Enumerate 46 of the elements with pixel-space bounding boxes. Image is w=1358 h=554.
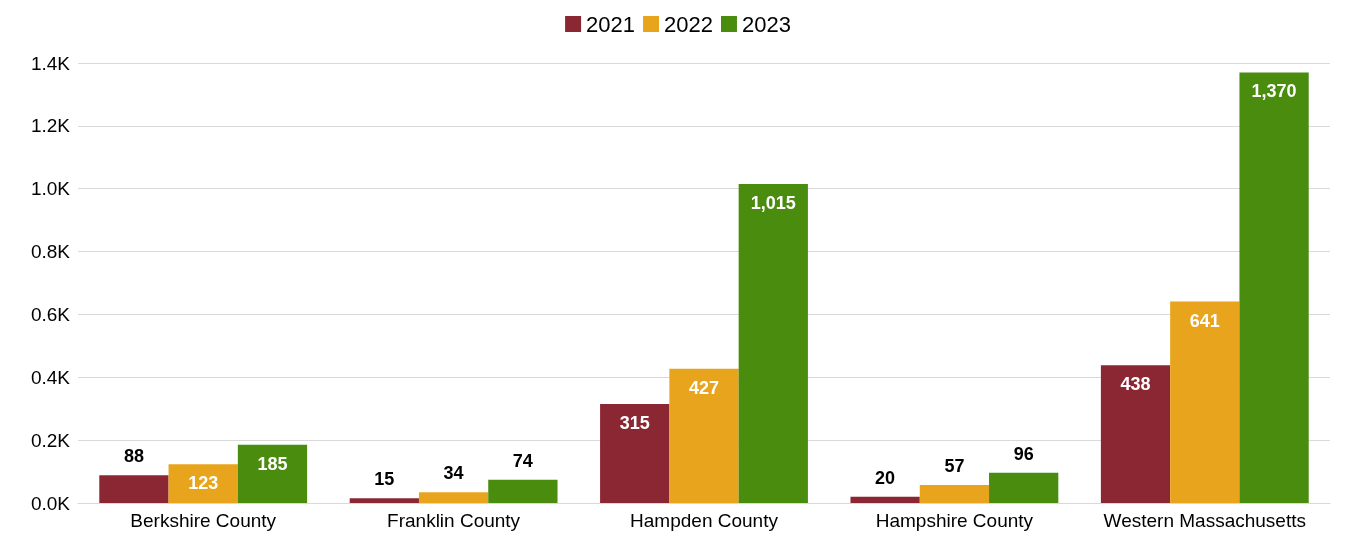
- legend-label: 2021: [586, 11, 636, 37]
- data-label: 641: [1189, 310, 1220, 331]
- data-label: 315: [619, 413, 650, 433]
- data-label: 57: [944, 456, 965, 477]
- y-tick-label: 1.4K: [30, 52, 71, 74]
- data-label: 96: [1013, 443, 1034, 464]
- data-label: 185: [257, 453, 288, 474]
- bar: [600, 404, 670, 503]
- y-tick-label: 0.8K: [30, 241, 71, 263]
- x-tick-label: Hampshire County: [875, 510, 1034, 531]
- data-label: 123: [188, 473, 219, 494]
- bar: [418, 492, 489, 503]
- bar: [349, 498, 419, 503]
- y-tick-label: 0.4K: [30, 366, 71, 388]
- y-tick-label: 1.0K: [30, 178, 71, 200]
- bar: [99, 475, 169, 503]
- y-tick-label: 0.2K: [30, 429, 71, 451]
- data-label: 74: [512, 450, 533, 471]
- bar: [989, 472, 1059, 503]
- bar: [738, 184, 808, 503]
- x-tick-label: Hampden County: [630, 510, 779, 531]
- data-label: 427: [688, 377, 720, 398]
- bar: [488, 479, 558, 503]
- data-label: 88: [123, 446, 144, 467]
- bar: [1239, 72, 1309, 503]
- data-label: 20: [875, 467, 896, 488]
- legend-label: 2022: [664, 11, 713, 37]
- data-label: 15: [374, 469, 395, 490]
- y-tick-label: 0.0K: [30, 492, 71, 514]
- data-label: 1,015: [750, 193, 796, 213]
- data-label: 34: [443, 463, 464, 484]
- bar: [850, 496, 920, 503]
- x-tick-label: Western Massachusetts: [1103, 510, 1306, 531]
- bar: [1170, 301, 1240, 503]
- bar: [168, 464, 238, 503]
- bar: [669, 368, 739, 503]
- legend-label: 2023: [741, 11, 791, 37]
- x-tick-label: Berkshire County: [130, 510, 277, 531]
- data-label: 1,370: [1251, 81, 1297, 102]
- data-label: 438: [1120, 374, 1151, 395]
- bar: [237, 444, 308, 503]
- y-tick-label: 0.6K: [30, 303, 71, 325]
- bar: [1100, 365, 1171, 503]
- bar: [919, 485, 990, 503]
- x-tick-label: Franklin County: [387, 510, 521, 531]
- y-tick-label: 1.2K: [30, 115, 71, 137]
